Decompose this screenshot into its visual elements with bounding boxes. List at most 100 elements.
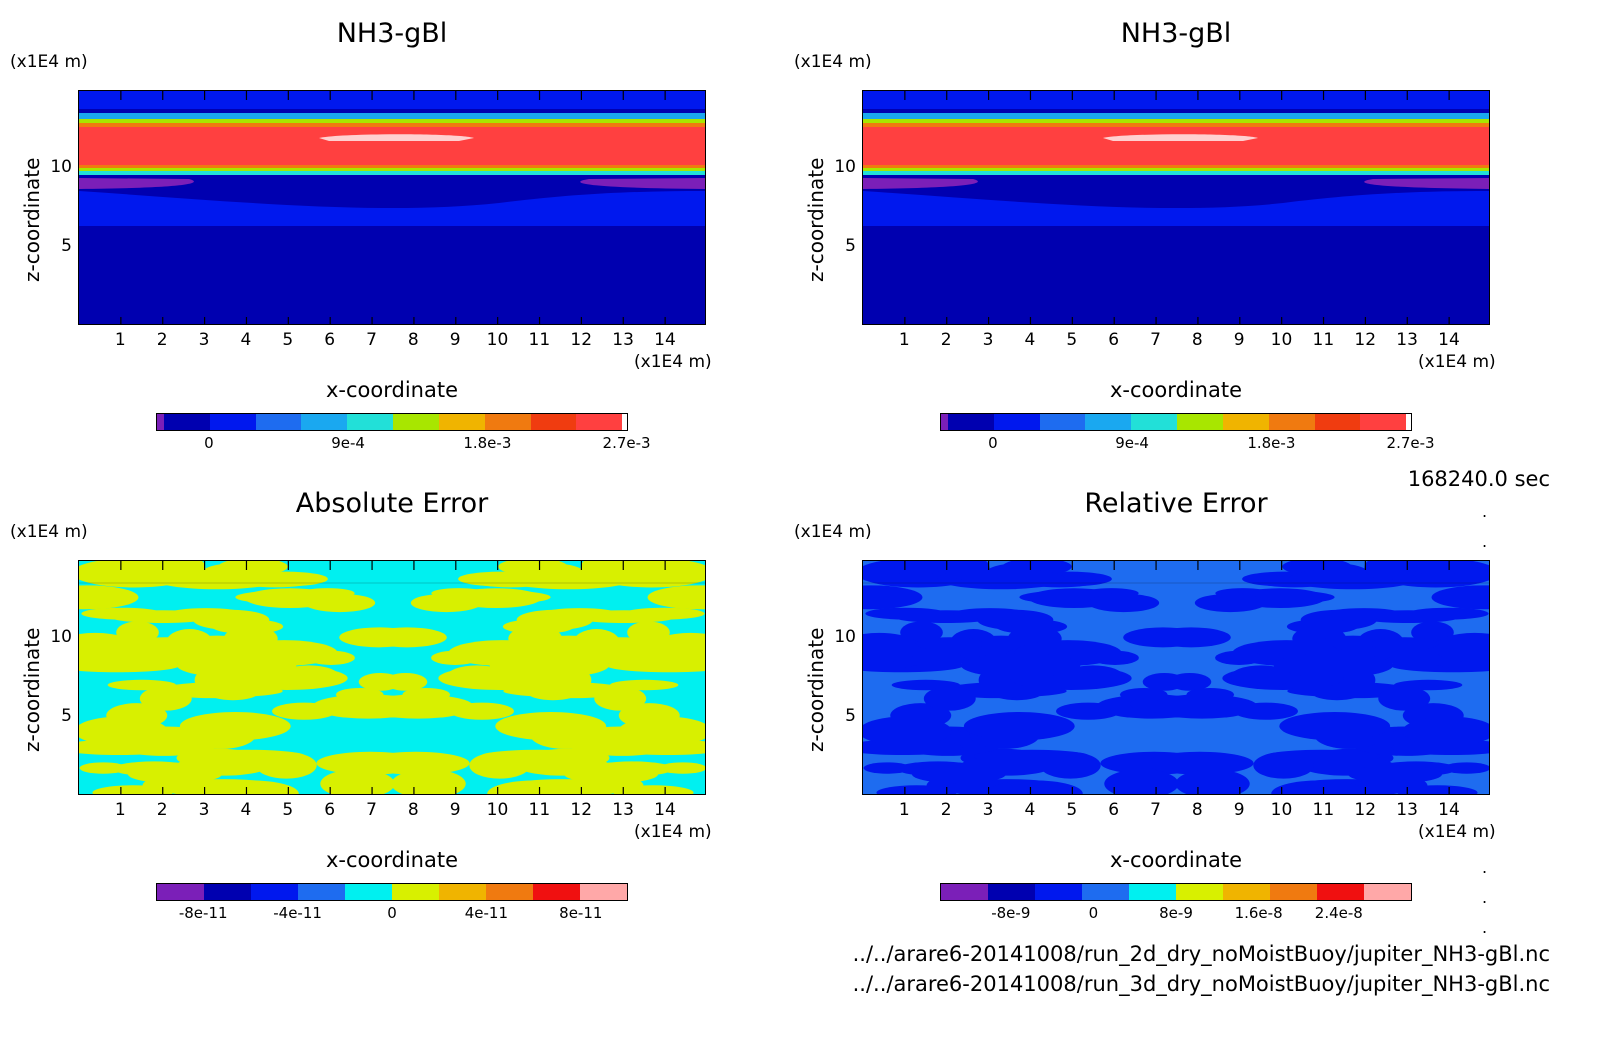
tick-marks xyxy=(120,91,666,324)
field-band-orange xyxy=(863,123,1489,127)
x-tick-label: 11 xyxy=(528,330,551,350)
colorbar-swatch xyxy=(298,884,345,900)
colorbar-swatch xyxy=(393,414,439,430)
field-peak xyxy=(319,134,474,141)
field-blob xyxy=(127,765,222,784)
field-band-top2 xyxy=(863,109,1489,113)
field-blob xyxy=(630,564,678,575)
x-tick-label: 6 xyxy=(324,800,336,820)
colorbar-swatch xyxy=(157,884,204,900)
x-tick-label: 5 xyxy=(1066,800,1078,820)
field-purple-left xyxy=(863,178,978,189)
field-blob xyxy=(1402,716,1489,746)
x-axis-label: x-coordinate xyxy=(1109,378,1242,402)
colorbar-swatch xyxy=(941,884,988,900)
field-band-green2 xyxy=(863,168,1489,171)
field-blob xyxy=(580,561,626,580)
colorbar-tick-label: 8e-9 xyxy=(1159,904,1193,922)
x-tick-label: 4 xyxy=(240,800,252,820)
x-tick-label: 11 xyxy=(528,800,551,820)
colorbar-tick-label: 2.7e-3 xyxy=(1386,434,1435,452)
field-blob xyxy=(307,650,355,665)
y-tick-label: 5 xyxy=(845,705,856,726)
colorbar-tick-label: 1.8e-3 xyxy=(1247,434,1296,452)
y-tick-label: 10 xyxy=(834,157,856,178)
x-tick-label: 3 xyxy=(982,800,994,820)
colorbar-swatch xyxy=(164,414,210,430)
x-tick-label: 13 xyxy=(1396,800,1418,820)
field-blob xyxy=(863,762,911,774)
y-tick-label: 5 xyxy=(61,705,72,726)
x-tick-label: 3 xyxy=(198,800,210,820)
field-blob xyxy=(585,637,655,651)
plot-area xyxy=(78,560,706,795)
field-blob xyxy=(564,765,659,784)
field-blob xyxy=(1273,653,1394,678)
field-band-top xyxy=(863,91,1489,109)
field-blob xyxy=(985,780,1083,794)
x-tick-label: 6 xyxy=(1108,800,1120,820)
field-blob xyxy=(1271,780,1369,794)
field-peak xyxy=(1103,134,1258,141)
colorbar-swatch xyxy=(1177,414,1223,430)
x-tick-label: 4 xyxy=(1024,800,1036,820)
field-band-red xyxy=(79,127,705,165)
field-blob xyxy=(1194,593,1266,613)
field-blob xyxy=(495,712,607,741)
x-tick-label: 13 xyxy=(1396,330,1418,350)
colorbar-swatch xyxy=(486,884,533,900)
colorbar-swatch xyxy=(251,884,298,900)
field-blob xyxy=(1146,751,1254,775)
colorbar-swatch xyxy=(209,414,256,430)
field-blob xyxy=(1230,665,1292,688)
field-blob xyxy=(1175,769,1250,794)
field-blob xyxy=(489,653,610,678)
colorbar-tick-label: 9e-4 xyxy=(331,434,365,452)
x-unit-label: (x1E4 m) xyxy=(634,822,712,842)
panel-title: NH3-gBl xyxy=(336,18,448,49)
x-tick-label: 5 xyxy=(282,330,294,350)
field-blob xyxy=(1088,593,1160,613)
colorbar-tick-label: 0 xyxy=(1088,904,1099,922)
colorbar-tick-label: 9e-4 xyxy=(1115,434,1149,452)
field-blob xyxy=(1154,695,1225,713)
colorbar-tick-label: -4e-11 xyxy=(273,904,322,922)
colorbar-swatch xyxy=(988,884,1035,900)
y-unit-label: (x1E4 m) xyxy=(10,522,88,542)
colorbar-swatch xyxy=(1131,414,1178,430)
field-blob xyxy=(963,712,1075,741)
field-blob xyxy=(79,632,137,663)
x-unit-label: (x1E4 m) xyxy=(1418,822,1496,842)
field-band-green xyxy=(79,119,705,123)
colorbar-swatch xyxy=(1406,414,1411,430)
field-blob xyxy=(1443,762,1489,774)
field-blob xyxy=(370,695,441,713)
field-band-top xyxy=(79,91,705,109)
colorbar-tick-label: 0 xyxy=(204,434,214,452)
colorbar-swatch xyxy=(255,414,302,430)
field-blob xyxy=(649,632,705,663)
y-axis-label: z-coordinate xyxy=(20,157,44,282)
colorbar-swatch xyxy=(345,884,392,900)
field-blob xyxy=(431,650,479,665)
field-blob xyxy=(1062,665,1124,688)
field-blob xyxy=(160,561,206,580)
field-band-top2 xyxy=(79,109,705,113)
field-blob xyxy=(944,561,990,580)
colorbar-swatch xyxy=(1129,884,1176,900)
colorbar-swatch xyxy=(948,414,994,430)
colorbar-swatch xyxy=(1317,884,1364,900)
time-label: 168240.0 sec xyxy=(1407,467,1550,491)
colorbar-tick-label: 0 xyxy=(387,904,397,922)
colorbar-swatch xyxy=(301,414,348,430)
field-blob xyxy=(168,608,244,619)
field-blob xyxy=(863,716,952,746)
field-band-cyan2 xyxy=(863,171,1489,175)
heatmap-field xyxy=(863,561,1489,794)
colorbar-swatch xyxy=(484,414,531,430)
field-blob xyxy=(618,716,705,746)
field-band-cyan xyxy=(79,113,705,119)
colorbar-swatch xyxy=(1039,414,1086,430)
field-blob xyxy=(320,769,395,794)
colorbar-swatch xyxy=(1035,884,1082,900)
